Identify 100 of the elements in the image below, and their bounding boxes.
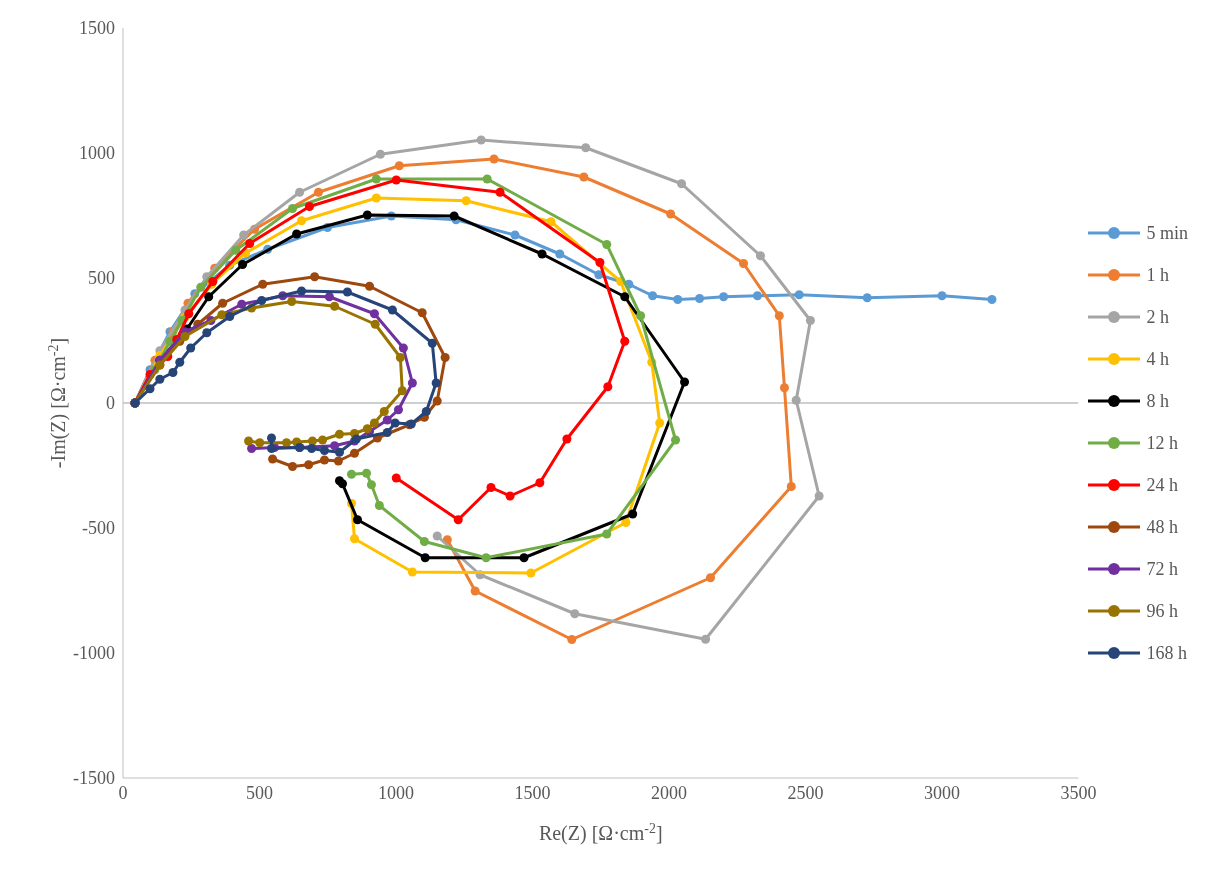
point bbox=[695, 293, 705, 304]
point bbox=[705, 573, 715, 583]
point bbox=[255, 438, 265, 448]
point bbox=[245, 238, 255, 249]
point bbox=[602, 529, 612, 539]
point bbox=[365, 281, 375, 291]
point bbox=[375, 149, 385, 159]
point bbox=[453, 515, 463, 525]
point bbox=[196, 282, 206, 292]
point bbox=[366, 480, 376, 490]
point bbox=[257, 295, 267, 306]
legend-label: 96 h bbox=[1146, 600, 1178, 622]
point bbox=[526, 568, 536, 578]
point bbox=[231, 245, 241, 255]
point bbox=[184, 309, 194, 319]
point bbox=[794, 290, 804, 300]
point bbox=[217, 310, 227, 320]
point bbox=[602, 239, 612, 250]
point bbox=[407, 567, 417, 577]
point bbox=[297, 216, 307, 226]
point bbox=[247, 443, 257, 454]
point bbox=[432, 396, 442, 406]
point bbox=[431, 378, 441, 388]
point bbox=[180, 331, 190, 342]
x-tick-label: 1000 bbox=[378, 782, 414, 803]
point bbox=[535, 478, 545, 488]
y-tick-label: 1000 bbox=[79, 143, 115, 164]
point bbox=[719, 292, 729, 302]
point bbox=[319, 445, 329, 456]
point bbox=[391, 473, 401, 483]
point bbox=[495, 187, 505, 197]
point bbox=[370, 319, 380, 329]
x-tick-label: 3500 bbox=[1060, 782, 1097, 803]
point bbox=[987, 294, 997, 305]
legend-label: 4 h bbox=[1146, 348, 1169, 370]
x-tick-label: 3000 bbox=[923, 782, 960, 803]
point bbox=[155, 374, 165, 384]
point bbox=[648, 291, 658, 301]
point bbox=[628, 509, 638, 519]
point bbox=[562, 434, 572, 444]
point bbox=[677, 179, 687, 189]
point bbox=[371, 193, 381, 203]
point bbox=[555, 249, 565, 259]
legend-label: 8 h bbox=[1146, 390, 1169, 412]
point bbox=[427, 338, 437, 348]
point bbox=[391, 175, 401, 185]
x-axis-title: Re(Z) [Ω·cm$^{-2}$] bbox=[538, 820, 663, 845]
point bbox=[204, 292, 214, 302]
point bbox=[342, 287, 352, 297]
point bbox=[288, 461, 298, 472]
point bbox=[581, 143, 591, 153]
point bbox=[318, 435, 328, 445]
point bbox=[330, 301, 340, 311]
point bbox=[304, 201, 314, 212]
point bbox=[202, 328, 212, 338]
point bbox=[244, 436, 254, 446]
point bbox=[390, 418, 400, 428]
point bbox=[268, 454, 278, 464]
legend-label: 24 h bbox=[1146, 474, 1178, 496]
point bbox=[333, 456, 343, 466]
point bbox=[621, 517, 631, 528]
point bbox=[603, 382, 613, 392]
point bbox=[319, 455, 329, 465]
point bbox=[421, 406, 431, 417]
point bbox=[307, 443, 317, 454]
y-tick-label: 1500 bbox=[79, 18, 115, 39]
point bbox=[567, 634, 577, 645]
point bbox=[519, 553, 529, 563]
point bbox=[288, 203, 298, 214]
legend-label: 5 min bbox=[1146, 222, 1188, 244]
point bbox=[397, 386, 407, 396]
point bbox=[774, 311, 784, 321]
point bbox=[482, 174, 492, 184]
point bbox=[440, 352, 450, 363]
point bbox=[449, 211, 459, 221]
point bbox=[371, 174, 381, 184]
point bbox=[739, 258, 749, 269]
point bbox=[258, 279, 268, 289]
point bbox=[267, 433, 277, 443]
point bbox=[369, 309, 379, 319]
legend-label: 2 h bbox=[1146, 306, 1169, 328]
point bbox=[570, 609, 580, 619]
y-tick-label: -1500 bbox=[73, 768, 115, 789]
x-tick-label: 2500 bbox=[787, 782, 824, 803]
point bbox=[218, 298, 228, 308]
point bbox=[461, 196, 471, 206]
point bbox=[537, 249, 547, 259]
point bbox=[680, 377, 690, 387]
y-tick-label: -1000 bbox=[73, 643, 115, 664]
point bbox=[786, 481, 796, 492]
point bbox=[374, 500, 384, 511]
point bbox=[334, 429, 344, 439]
y-tick-label: 0 bbox=[106, 393, 115, 414]
point bbox=[352, 515, 363, 525]
point bbox=[362, 468, 372, 478]
point bbox=[398, 343, 408, 353]
legend-label: 168 h bbox=[1146, 642, 1187, 664]
point bbox=[394, 161, 404, 171]
legend-label: 48 h bbox=[1146, 516, 1178, 538]
y-tick-label: 500 bbox=[88, 268, 115, 289]
